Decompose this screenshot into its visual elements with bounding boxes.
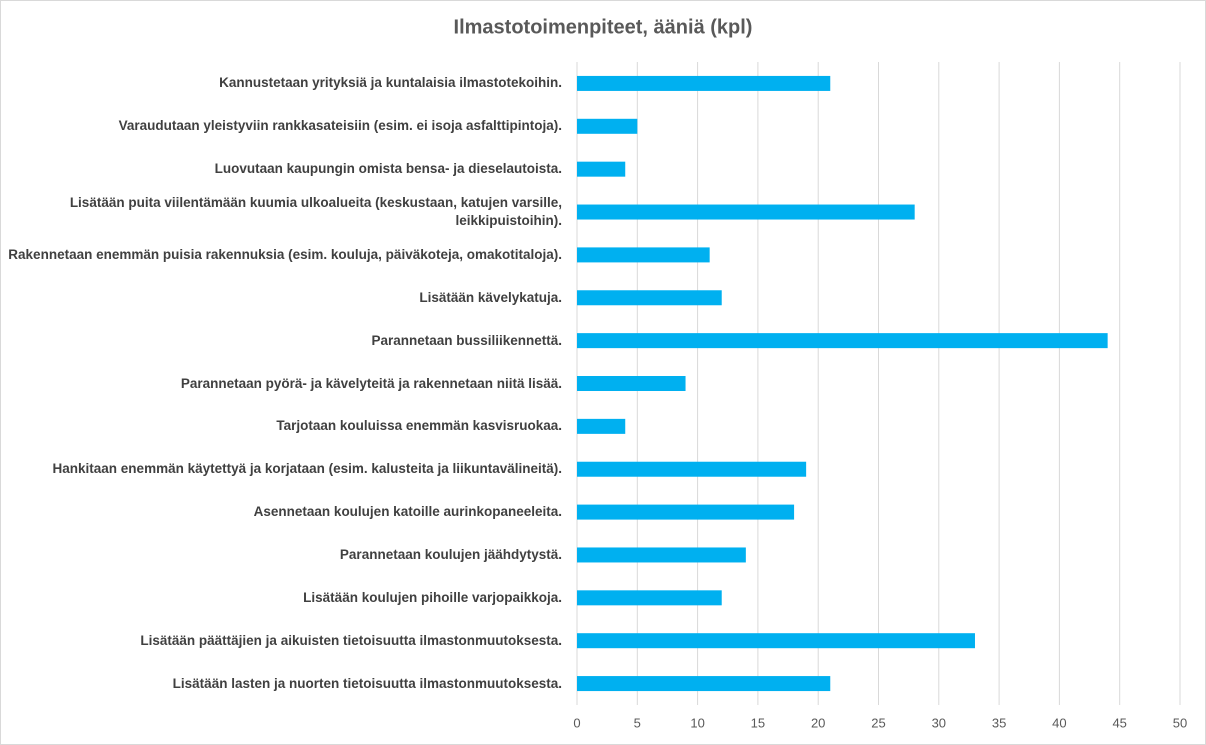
y-tick-label: Lisätään lasten ja nuorten tietoisuutta … <box>172 675 562 691</box>
y-tick-label: Parannetaan bussiliikennettä. <box>371 332 562 348</box>
y-tick-label: Lisätään puita viilentämään kuumia ulkoa… <box>69 195 562 229</box>
bar <box>577 633 975 649</box>
x-tick-label: 5 <box>634 715 641 730</box>
bar <box>577 590 722 606</box>
y-tick-label: Varaudutaan yleistyviin rankkasateisiin … <box>118 118 562 134</box>
bar <box>577 333 1108 349</box>
x-tick-label: 30 <box>932 715 946 730</box>
y-tick-label: Parannetaan pyörä- ja kävelyteitä ja rak… <box>180 375 562 391</box>
y-tick-label: Rakennetaan enemmän puisia rakennuksia (… <box>8 246 562 262</box>
y-tick-label: Asennetaan koulujen katoille aurinkopane… <box>253 504 562 520</box>
bar <box>577 161 626 177</box>
bar <box>577 461 807 477</box>
y-tick-label: Tarjotaan kouluissa enemmän kasvisruokaa… <box>276 418 562 434</box>
y-tick-label: Kannustetaan yrityksiä ja kuntalaisia il… <box>219 75 562 91</box>
y-tick-label: Parannetaan koulujen jäähdytystä. <box>339 546 562 562</box>
bar <box>577 676 831 692</box>
bar <box>577 418 626 434</box>
x-tick-label: 35 <box>992 715 1006 730</box>
x-tick-label: 20 <box>811 715 825 730</box>
y-tick-label: Lisätään kävelykatuja. <box>419 289 562 305</box>
bar <box>577 118 638 134</box>
y-tick-label: Lisätään päättäjien ja aikuisten tietois… <box>140 632 562 648</box>
y-tick-label: Hankitaan enemmän käytettyä ja korjataan… <box>52 461 562 477</box>
y-tick-label: Lisätään koulujen pihoille varjopaikkoja… <box>303 589 562 605</box>
x-tick-label: 40 <box>1052 715 1066 730</box>
x-tick-label: 0 <box>573 715 580 730</box>
bar <box>577 376 686 391</box>
x-tick-label: 25 <box>871 715 885 730</box>
bar <box>577 204 915 220</box>
x-tick-label: 15 <box>751 715 765 730</box>
bar <box>577 290 722 306</box>
bar <box>577 504 795 520</box>
bar <box>577 247 710 263</box>
bar <box>577 547 746 563</box>
x-tick-label: 10 <box>690 715 704 730</box>
x-tick-label: 50 <box>1173 715 1187 730</box>
y-tick-label: Luovutaan kaupungin omista bensa- ja die… <box>214 161 562 177</box>
bar <box>577 75 831 91</box>
chart-title: Ilmastotoimenpiteet, ääniä (kpl) <box>454 16 753 38</box>
x-tick-label: 45 <box>1112 715 1126 730</box>
